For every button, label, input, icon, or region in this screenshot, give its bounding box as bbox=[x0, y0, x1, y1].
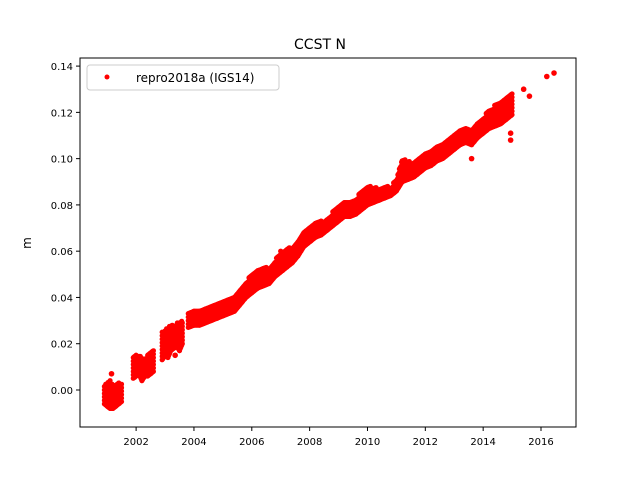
legend-marker bbox=[104, 74, 110, 80]
data-point bbox=[151, 369, 156, 374]
data-point bbox=[119, 399, 125, 405]
y-axis: 0.00 0.02 0.04 0.06 0.08 0.10 0.12 0.14 bbox=[51, 62, 80, 397]
y-axis-label: m bbox=[20, 237, 34, 249]
data-point-outlier bbox=[108, 370, 115, 377]
data-point bbox=[151, 365, 156, 371]
data-points bbox=[101, 70, 557, 411]
data-point bbox=[509, 98, 515, 104]
axes-frame bbox=[79, 57, 577, 428]
data-point-outlier bbox=[468, 155, 475, 162]
data-point-outlier bbox=[526, 93, 533, 99]
chart-title: CCST N bbox=[294, 37, 346, 53]
x-tick-label: 2008 bbox=[297, 437, 322, 448]
data-point bbox=[119, 385, 125, 391]
x-tick-label: 2014 bbox=[470, 437, 495, 448]
data-point bbox=[509, 108, 515, 114]
data-point bbox=[509, 101, 515, 107]
data-point bbox=[119, 395, 125, 401]
x-tick-label: 2016 bbox=[528, 437, 553, 448]
y-tick-label: 0.10 bbox=[51, 155, 73, 166]
data-point bbox=[119, 381, 125, 387]
y-tick-label: 0.02 bbox=[51, 340, 73, 351]
y-tick-label: 0.14 bbox=[51, 62, 73, 73]
legend: repro2018a (IGS14) bbox=[86, 64, 280, 91]
data-point bbox=[179, 323, 185, 329]
data-point-outlier bbox=[520, 86, 527, 93]
x-tick-label: 2012 bbox=[413, 437, 438, 448]
data-point bbox=[179, 320, 185, 326]
y-tick-label: 0.12 bbox=[51, 108, 73, 119]
data-point-outlier bbox=[507, 137, 514, 143]
data-point-outlier bbox=[551, 70, 557, 76]
x-tick-label: 2004 bbox=[181, 437, 206, 448]
data-point bbox=[509, 91, 515, 97]
data-point bbox=[179, 341, 185, 347]
data-point-outlier bbox=[172, 352, 178, 359]
data-point bbox=[119, 392, 125, 398]
data-point bbox=[151, 355, 156, 361]
x-tick-label: 2002 bbox=[123, 437, 148, 448]
data-point bbox=[151, 348, 156, 354]
data-point-outlier bbox=[543, 73, 550, 80]
data-point bbox=[179, 330, 185, 336]
y-tick-label: 0.04 bbox=[51, 293, 73, 304]
y-tick-label: 0.00 bbox=[51, 386, 73, 397]
x-axis: 2002 2004 2006 2008 2010 2012 2014 2016 bbox=[123, 427, 554, 448]
y-tick-label: 0.06 bbox=[51, 247, 73, 258]
data-point bbox=[509, 112, 515, 118]
data-point bbox=[179, 334, 185, 340]
legend-label: repro2018a (IGS14) bbox=[136, 71, 254, 85]
legend-box bbox=[86, 64, 280, 91]
x-tick-label: 2006 bbox=[239, 437, 264, 448]
x-tick-label: 2010 bbox=[355, 437, 380, 448]
data-point bbox=[151, 358, 156, 364]
data-point-outlier bbox=[507, 130, 514, 136]
y-tick-label: 0.08 bbox=[51, 201, 73, 212]
